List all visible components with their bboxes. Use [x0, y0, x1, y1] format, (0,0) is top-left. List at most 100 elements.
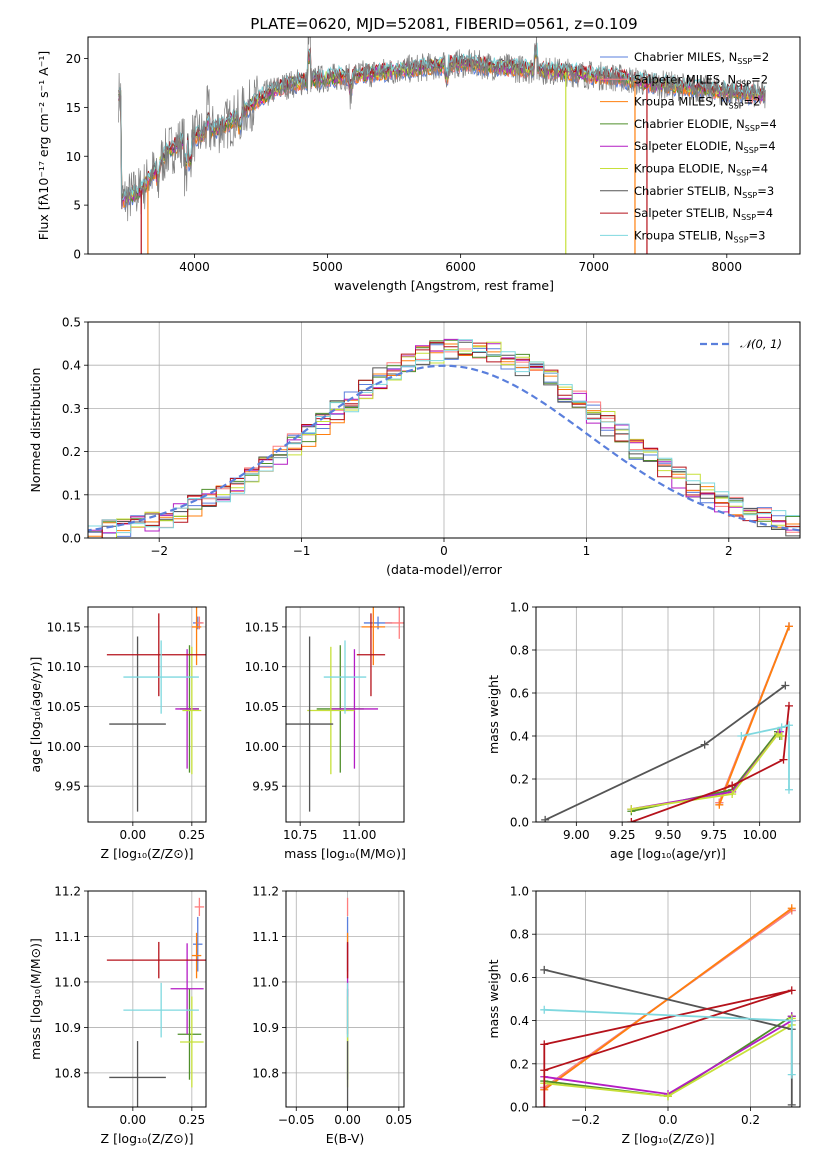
axes-frame — [285, 606, 405, 823]
y-tick-label: 20 — [66, 52, 81, 66]
x-axis-label: Z [log₁₀(Z/Z⊙)] — [101, 846, 194, 861]
histogram-sas — [88, 341, 800, 538]
legend: 𝒩(0, 1) — [700, 337, 782, 351]
axes-frame — [535, 890, 801, 1108]
y-tick-label: 0.4 — [510, 1014, 529, 1028]
x-tick-label: 9.50 — [655, 828, 682, 842]
weight-marker-kre — [627, 805, 636, 814]
y-tick-label: 11.2 — [252, 885, 279, 899]
weight-marker-chs — [540, 965, 549, 974]
chart-mass-vs-Z: 0.00 0.25 10.8 10.9 11.0 11.1 11.2 Z [log₁₀(Z/Z… — [28, 885, 207, 1146]
plot-area — [106, 897, 206, 1107]
weight-marker-krm — [787, 904, 796, 913]
axes-frame — [535, 606, 801, 823]
legend-tail: =4 — [760, 117, 777, 131]
y-tick-label: 9.95 — [252, 780, 279, 794]
chart-weight-vs-age: 9.00 9.25 9.50 9.75 10.00 0.0 0.2 0.4 0.6 0.8 1.0 a… — [486, 601, 801, 861]
y-tick-label: 10.05 — [245, 700, 279, 714]
weight-marker-krm — [715, 800, 724, 809]
weight-marker-sas — [728, 781, 737, 790]
legend-tail: =2 — [744, 95, 761, 109]
legend-tail: =4 — [759, 139, 776, 153]
weight-marker-krs — [785, 785, 793, 794]
y-tick-label: 0.4 — [510, 730, 529, 744]
y-tick-label: 0.6 — [510, 687, 529, 701]
y-tick-label: 0.2 — [62, 445, 81, 459]
x-axis-label: (data-model)/error — [386, 562, 503, 577]
x-tick-label: −2 — [150, 544, 168, 558]
x-tick-label: 0.05 — [386, 1113, 413, 1127]
legend-sub: SSP — [737, 57, 752, 66]
x-tick-label: 10.00 — [742, 828, 776, 842]
x-tick-label: 5000 — [312, 260, 343, 274]
weight-marker-krs — [540, 1005, 549, 1014]
legend-tail: =3 — [757, 184, 774, 198]
legend-entry-kre: Kroupa ELODIE, NSSP=4 — [634, 162, 768, 178]
weight-marker-sas — [540, 1040, 549, 1049]
y-tick-label: 10.9 — [54, 1021, 81, 1035]
normal-reference-curve — [88, 364, 800, 532]
x-tick-label: 4000 — [179, 260, 210, 274]
y-tick-label: 10.10 — [245, 660, 279, 674]
weight-marker-sas — [540, 1066, 549, 1075]
weight-marker-krm — [785, 622, 793, 631]
weight-marker-kre — [728, 790, 737, 799]
weight-marker-krs — [737, 732, 746, 740]
x-axis-label: age [log₁₀(age/yr)] — [610, 846, 726, 861]
y-axis-label: age [log₁₀(age/yr)] — [28, 657, 43, 773]
legend-entry-sae: Salpeter ELODIE, NSSP=4 — [634, 139, 776, 155]
axes-frame — [87, 606, 207, 823]
x-axis-label: mass [log₁₀(M/M⊙)] — [284, 846, 406, 861]
x-axis-label: E(B-V) — [326, 1131, 365, 1146]
legend-label: Kroupa ELODIE, N — [634, 162, 736, 176]
x-axis-label: wavelength [Angstrom, rest frame] — [334, 278, 554, 293]
weight-marker-sas — [627, 818, 636, 822]
weight-line-sas — [630, 705, 790, 822]
legend-tail: =4 — [751, 162, 768, 176]
y-tick-label: 11.1 — [252, 930, 279, 944]
legend-entry-che: Chabrier ELODIE, NSSP=4 — [634, 117, 777, 133]
weight-marker-sas — [785, 701, 793, 710]
legend-sub: SSP — [745, 124, 760, 133]
weight-line-krm — [718, 626, 790, 806]
chart-spectrum: 4000 5000 6000 7000 8000 0 5 10 15 20 wavelength [… — [36, 36, 801, 293]
chart-age-vs-mass: 10.75 11.00 9.95 10.00 10.05 10.10 10.15 mass [… — [245, 606, 406, 861]
legend-label: Kroupa MILES, N — [634, 95, 729, 109]
x-tick-label: 9.75 — [700, 828, 727, 842]
y-tick-label: 10.00 — [245, 740, 279, 754]
weight-marker-sas — [540, 1103, 549, 1107]
weight-marker-krs — [787, 1070, 796, 1079]
legend-label: Chabrier MILES, N — [634, 50, 737, 64]
plot-area — [118, 37, 766, 254]
weight-marker-krs — [777, 723, 786, 732]
y-tick-label: 11.0 — [252, 975, 279, 989]
legend-entry-sam: Salpeter MILES, NSSP=2 — [634, 72, 768, 88]
y-axis-label: mass weight — [486, 959, 501, 1038]
axes-frame — [87, 36, 801, 255]
y-tick-label: 0.2 — [510, 1057, 529, 1071]
y-tick-label: 0.0 — [510, 816, 529, 830]
legend-label: Kroupa STELIB, N — [634, 228, 734, 242]
y-tick-label: 10.15 — [245, 620, 279, 634]
x-tick-label: −0.2 — [571, 1113, 600, 1127]
axes-frame — [87, 890, 207, 1108]
chart-residuals: −2 −1 0 1 2 0.0 0.1 0.2 0.3 0.4 0.5 (data-model)/er… — [28, 316, 801, 577]
plot-area — [286, 607, 404, 812]
y-tick-label: 5 — [73, 199, 81, 213]
legend-sub: SSP — [742, 191, 757, 200]
weight-marker-chs — [541, 815, 550, 822]
y-tick-label: 10.9 — [252, 1021, 279, 1035]
y-tick-label: 10.00 — [47, 740, 81, 754]
legend-sub: SSP — [741, 213, 756, 222]
weight-line-krs — [741, 724, 790, 790]
weight-marker-chs — [787, 1100, 796, 1107]
legend-label: Salpeter MILES, N — [634, 72, 736, 86]
chart-mass-vs-EBV: −0.05 0.00 0.05 10.8 10.9 11.0 11.1 11.2 E(B-V) — [252, 885, 412, 1147]
x-tick-label: 7000 — [578, 260, 609, 274]
y-tick-label: 10.05 — [47, 700, 81, 714]
weight-line-sas — [543, 989, 793, 1107]
x-tick-label: 0.2 — [741, 1113, 760, 1127]
legend-sub: SSP — [729, 102, 744, 111]
